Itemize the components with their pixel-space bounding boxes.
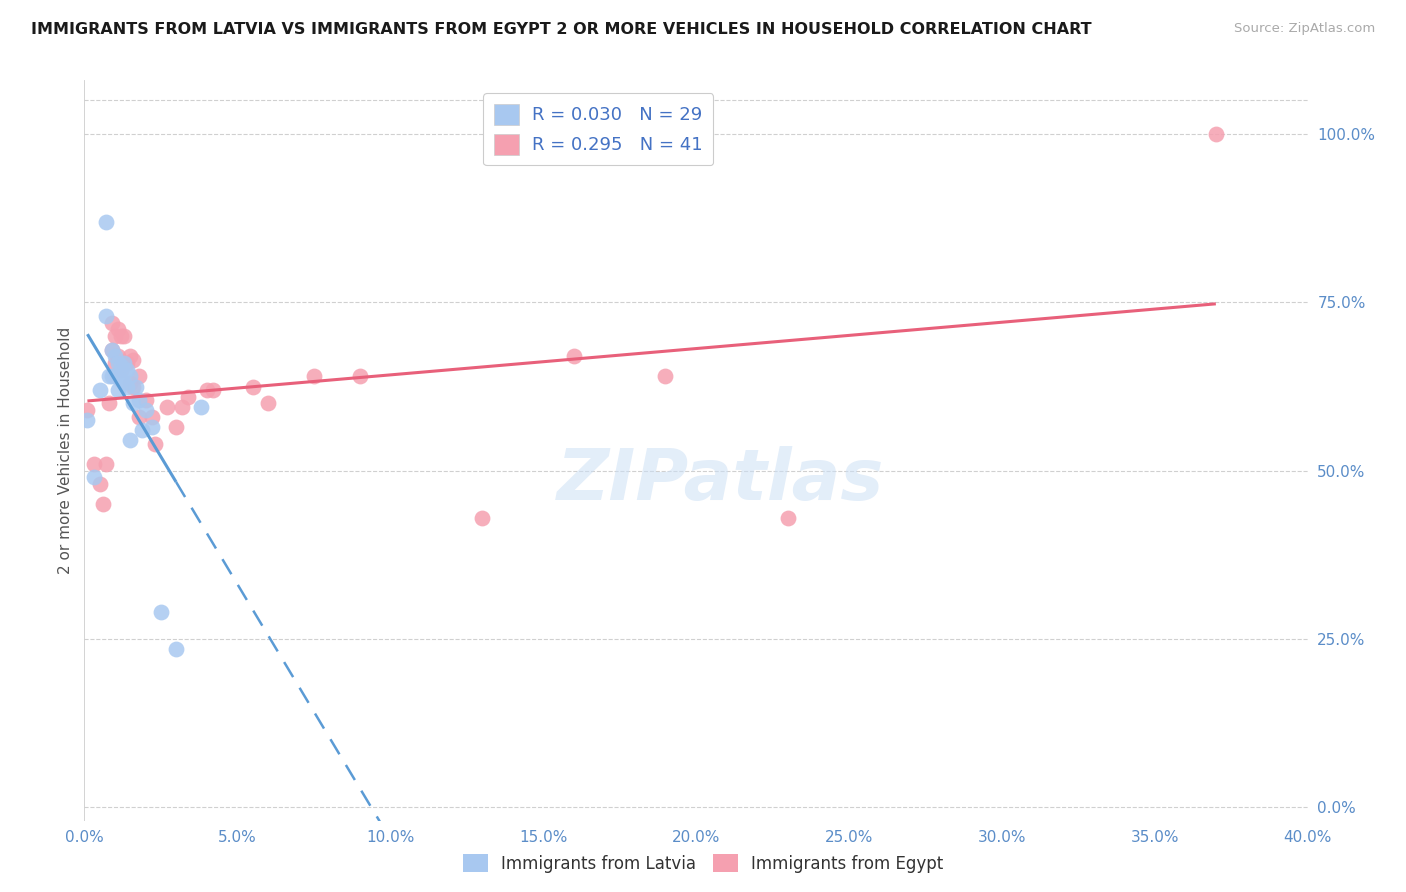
Text: IMMIGRANTS FROM LATVIA VS IMMIGRANTS FROM EGYPT 2 OR MORE VEHICLES IN HOUSEHOLD : IMMIGRANTS FROM LATVIA VS IMMIGRANTS FRO… bbox=[31, 22, 1091, 37]
Point bbox=[107, 322, 129, 336]
Point bbox=[115, 356, 138, 370]
Point bbox=[101, 369, 124, 384]
Y-axis label: 2 or more Vehicles in Household: 2 or more Vehicles in Household bbox=[58, 326, 73, 574]
Point bbox=[302, 369, 325, 384]
Point bbox=[349, 369, 371, 384]
Point bbox=[83, 470, 105, 484]
Point bbox=[242, 379, 264, 393]
Point bbox=[122, 396, 145, 410]
Point bbox=[83, 457, 105, 471]
Point bbox=[190, 400, 212, 414]
Point bbox=[104, 356, 127, 370]
Point bbox=[115, 362, 138, 376]
Point bbox=[177, 390, 200, 404]
Point bbox=[149, 605, 172, 619]
Point bbox=[104, 369, 127, 384]
Point bbox=[101, 343, 124, 357]
Point bbox=[112, 356, 135, 370]
Point bbox=[89, 477, 111, 491]
Point bbox=[122, 379, 145, 393]
Point bbox=[89, 383, 111, 397]
Point bbox=[112, 356, 135, 370]
Point bbox=[110, 362, 132, 376]
Point bbox=[107, 383, 129, 397]
Point bbox=[120, 434, 142, 448]
Point bbox=[101, 343, 124, 357]
Point bbox=[107, 349, 129, 363]
Point bbox=[135, 392, 157, 407]
Point bbox=[112, 329, 135, 343]
Point bbox=[97, 369, 120, 384]
Point bbox=[654, 369, 676, 384]
Text: ZIPatlas: ZIPatlas bbox=[557, 446, 884, 515]
Point bbox=[1205, 127, 1227, 141]
Point bbox=[131, 423, 153, 437]
Point bbox=[112, 376, 135, 391]
Point bbox=[201, 383, 224, 397]
Point bbox=[141, 420, 163, 434]
Legend: Immigrants from Latvia, Immigrants from Egypt: Immigrants from Latvia, Immigrants from … bbox=[456, 847, 950, 880]
Point bbox=[776, 510, 799, 524]
Point bbox=[257, 396, 280, 410]
Point bbox=[101, 316, 124, 330]
Point bbox=[97, 396, 120, 410]
Point bbox=[94, 309, 117, 323]
Point bbox=[125, 379, 148, 393]
Text: Source: ZipAtlas.com: Source: ZipAtlas.com bbox=[1234, 22, 1375, 36]
Point bbox=[562, 349, 585, 363]
Point bbox=[120, 376, 142, 391]
Point bbox=[128, 392, 150, 407]
Point bbox=[122, 352, 145, 367]
Point bbox=[76, 403, 98, 417]
Point bbox=[104, 329, 127, 343]
Point bbox=[110, 359, 132, 374]
Point bbox=[115, 379, 138, 393]
Point bbox=[107, 356, 129, 370]
Point bbox=[94, 214, 117, 228]
Point bbox=[135, 403, 157, 417]
Point bbox=[143, 436, 166, 450]
Point bbox=[91, 497, 114, 511]
Point bbox=[104, 349, 127, 363]
Point bbox=[172, 400, 194, 414]
Point bbox=[141, 409, 163, 424]
Point bbox=[128, 369, 150, 384]
Point bbox=[165, 642, 187, 657]
Point bbox=[128, 409, 150, 424]
Point bbox=[471, 510, 494, 524]
Point bbox=[156, 400, 179, 414]
Point bbox=[195, 383, 218, 397]
Legend: R = 0.030   N = 29, R = 0.295   N = 41: R = 0.030 N = 29, R = 0.295 N = 41 bbox=[484, 93, 713, 165]
Point bbox=[120, 349, 142, 363]
Point bbox=[110, 373, 132, 387]
Point bbox=[120, 369, 142, 384]
Point bbox=[76, 413, 98, 427]
Point bbox=[94, 457, 117, 471]
Point bbox=[165, 420, 187, 434]
Point bbox=[110, 329, 132, 343]
